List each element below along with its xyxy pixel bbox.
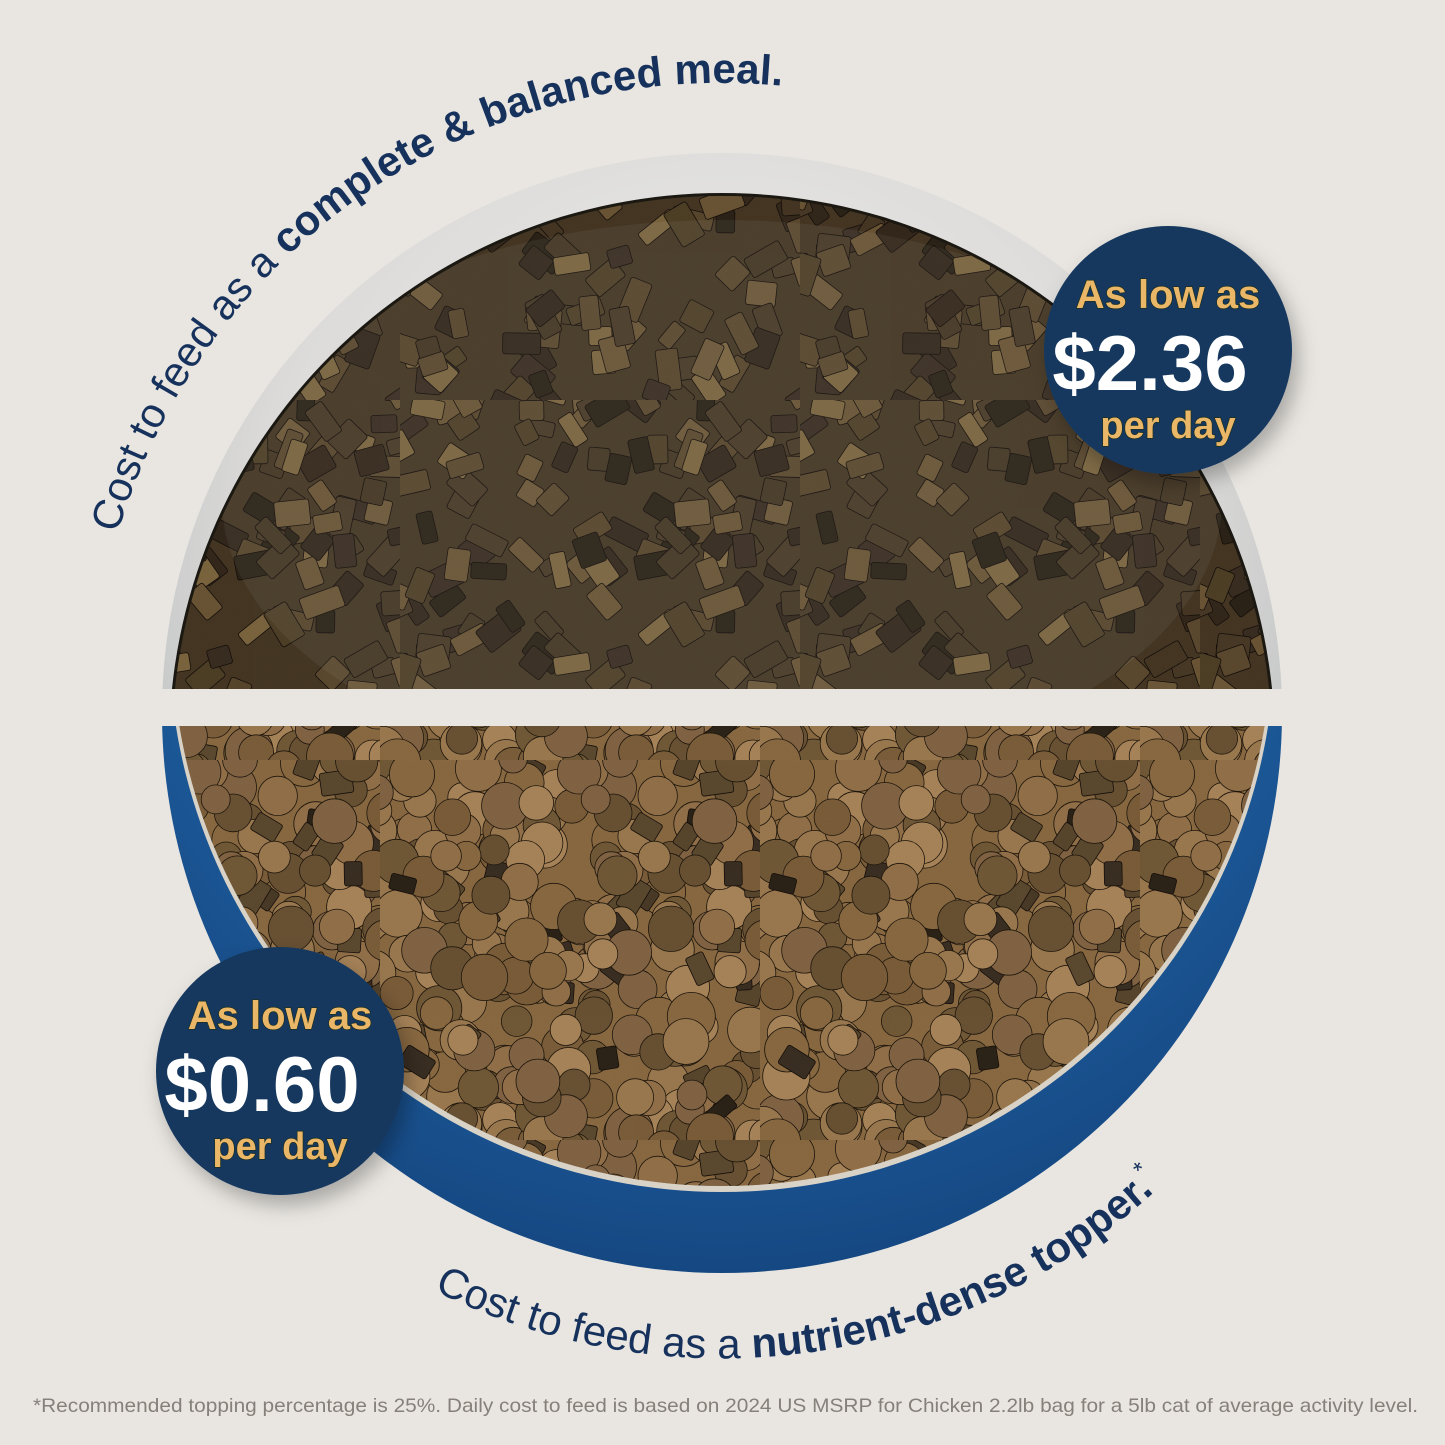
svg-text:As low as: As low as: [188, 994, 373, 1038]
svg-text:per day: per day: [212, 1126, 347, 1168]
svg-text:*Recommended topping percentag: *Recommended topping percentage is 25%. …: [33, 1395, 1418, 1417]
svg-text:per day: per day: [1100, 405, 1235, 447]
svg-text:$0.60: $0.60: [164, 1040, 359, 1128]
svg-text:$2.36: $2.36: [1052, 319, 1247, 407]
svg-text:As low as: As low as: [1076, 273, 1261, 317]
